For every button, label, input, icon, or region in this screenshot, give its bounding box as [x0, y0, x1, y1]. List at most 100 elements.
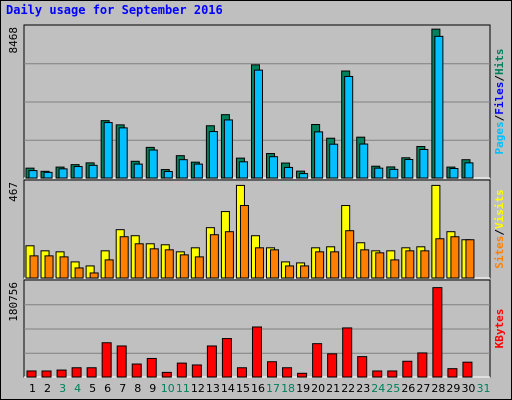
bar-sites-day-5 — [89, 272, 99, 279]
x-tick-label-day-27: 27 — [416, 382, 430, 395]
ymax-label-hits-files-pages: 8468 — [7, 27, 20, 54]
bar-sites-day-8 — [134, 243, 144, 279]
x-tick-label-day-22: 22 — [341, 382, 355, 395]
x-tick-label-day-17: 17 — [266, 382, 280, 395]
bar-kbytes-day-4 — [71, 367, 82, 378]
bar-files-day-21 — [329, 143, 339, 179]
bar-files-day-25 — [389, 168, 399, 179]
bar-kbytes-day-12 — [191, 364, 202, 378]
bar-kbytes-day-1 — [26, 370, 37, 378]
bar-sites-day-19 — [300, 265, 310, 279]
bar-files-day-30 — [464, 162, 474, 179]
bar-sites-day-13 — [209, 234, 219, 279]
x-tick-label-day-20: 20 — [311, 382, 325, 395]
x-tick-label-day-11: 11 — [176, 382, 190, 395]
bar-files-day-22 — [344, 75, 354, 179]
bar-kbytes-day-30 — [462, 361, 473, 378]
ymax-label-kbytes: 180756 — [7, 282, 20, 322]
x-tick-label-day-19: 19 — [296, 382, 310, 395]
bar-files-day-10 — [163, 170, 173, 179]
bar-files-day-16 — [253, 69, 263, 179]
ymax-label-visits-sites: 467 — [7, 182, 20, 202]
x-tick-label-day-8: 8 — [134, 382, 141, 395]
x-tick-label-day-7: 7 — [119, 382, 126, 395]
bar-sites-day-23 — [360, 249, 370, 279]
bar-kbytes-day-18 — [282, 367, 293, 378]
bar-kbytes-day-8 — [131, 363, 142, 378]
bar-kbytes-day-17 — [267, 361, 278, 378]
bar-sites-day-3 — [59, 256, 69, 279]
bar-files-day-5 — [88, 164, 98, 179]
bar-files-day-20 — [314, 131, 324, 179]
bar-kbytes-day-13 — [206, 345, 217, 378]
bar-kbytes-day-14 — [221, 338, 232, 378]
bar-sites-day-18 — [285, 265, 295, 279]
bar-kbytes-day-28 — [432, 287, 443, 378]
x-tick-label-day-5: 5 — [89, 382, 96, 395]
bar-files-day-9 — [148, 149, 158, 179]
x-tick-label-day-2: 2 — [44, 382, 51, 395]
bar-kbytes-day-11 — [176, 362, 187, 378]
bar-files-day-3 — [58, 168, 68, 179]
x-tick-label-day-12: 12 — [191, 382, 205, 395]
bar-sites-day-22 — [345, 230, 355, 279]
x-tick-label-day-9: 9 — [149, 382, 156, 395]
x-tick-label-day-24: 24 — [371, 382, 385, 395]
x-tick-label-day-16: 16 — [251, 382, 265, 395]
bar-files-day-26 — [404, 159, 414, 179]
bar-kbytes-day-24 — [372, 370, 383, 378]
bar-files-day-8 — [133, 163, 143, 179]
bar-sites-day-11 — [179, 254, 189, 279]
x-tick-label-day-13: 13 — [206, 382, 220, 395]
bar-kbytes-day-21 — [327, 353, 338, 378]
legend-sites-visits: Sites/Visits — [493, 189, 506, 269]
bar-kbytes-day-3 — [56, 369, 67, 378]
bar-sites-day-20 — [315, 251, 325, 279]
x-tick-label-day-10: 10 — [161, 382, 175, 395]
bar-sites-day-15 — [239, 205, 249, 279]
bar-kbytes-day-7 — [116, 345, 127, 378]
legend-kbytes: KBytes — [493, 309, 506, 349]
bar-files-day-12 — [193, 163, 203, 179]
bar-kbytes-day-29 — [447, 368, 458, 378]
bar-sites-day-12 — [194, 256, 204, 279]
bar-files-day-27 — [419, 148, 429, 179]
bar-sites-day-14 — [224, 231, 234, 279]
x-tick-label-day-28: 28 — [431, 382, 445, 395]
bar-sites-day-9 — [149, 248, 159, 279]
bar-files-day-17 — [269, 156, 279, 179]
bar-sites-day-4 — [74, 267, 84, 279]
x-tick-label-day-4: 4 — [74, 382, 81, 395]
x-tick-label-day-14: 14 — [221, 382, 235, 395]
bar-files-day-13 — [208, 131, 218, 179]
bar-kbytes-day-16 — [251, 326, 262, 378]
bar-kbytes-day-15 — [236, 367, 247, 378]
bar-kbytes-day-2 — [41, 370, 52, 378]
bar-files-day-23 — [359, 143, 369, 179]
bar-kbytes-day-19 — [297, 372, 308, 378]
bar-sites-day-29 — [450, 236, 460, 279]
bar-kbytes-day-27 — [417, 352, 428, 378]
bar-sites-day-1 — [29, 255, 39, 279]
bar-kbytes-day-9 — [146, 357, 157, 378]
bar-kbytes-day-26 — [402, 360, 413, 378]
bar-kbytes-day-25 — [387, 370, 398, 378]
bar-sites-day-27 — [420, 250, 430, 279]
bar-sites-day-21 — [330, 251, 340, 279]
bar-files-day-29 — [449, 167, 459, 179]
bar-files-day-4 — [73, 166, 83, 179]
x-tick-label-day-18: 18 — [281, 382, 295, 395]
bar-files-day-1 — [28, 170, 38, 179]
bar-sites-day-7 — [119, 236, 129, 279]
bar-files-day-15 — [238, 161, 248, 179]
x-tick-label-day-26: 26 — [401, 382, 415, 395]
chart-title: Daily usage for September 2016 — [6, 3, 223, 17]
bar-files-day-14 — [223, 119, 233, 179]
bar-sites-day-25 — [390, 259, 400, 279]
bar-kbytes-day-22 — [342, 327, 353, 378]
x-tick-label-day-3: 3 — [59, 382, 66, 395]
bar-files-day-7 — [118, 127, 128, 179]
bar-sites-day-10 — [164, 249, 174, 279]
bar-files-day-19 — [299, 173, 309, 179]
